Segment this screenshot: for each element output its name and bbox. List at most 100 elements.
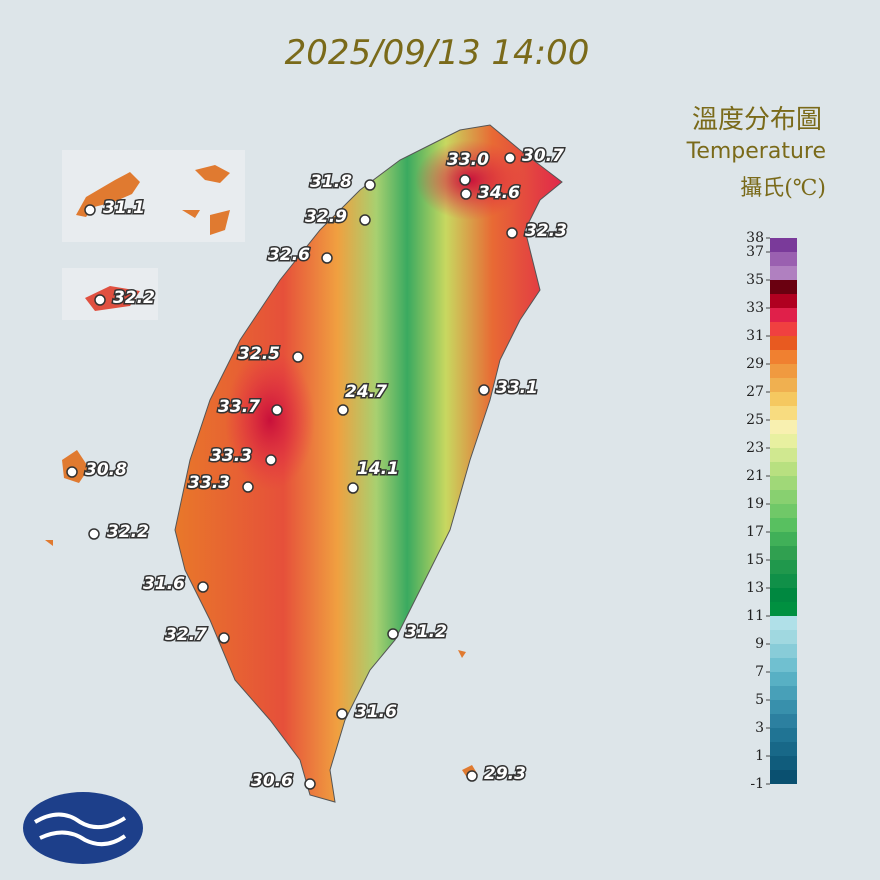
- legend-tick-label: 9: [755, 636, 764, 652]
- station-dot: [321, 252, 333, 264]
- station-temperature: 33.7: [218, 397, 260, 417]
- legend-swatch: [770, 560, 797, 574]
- station-dot: [197, 581, 209, 593]
- station-dot: [337, 404, 349, 416]
- legend-swatch: [770, 728, 797, 742]
- legend-swatch: [770, 588, 797, 602]
- station-temperature: 33.3: [188, 473, 230, 493]
- station-dot: [347, 482, 359, 494]
- legend-swatch: [770, 672, 797, 686]
- station-temperature: 30.7: [522, 146, 564, 166]
- station-temperature: 32.9: [305, 207, 347, 227]
- station-dot: [364, 179, 376, 191]
- logo-mark: [33, 812, 127, 847]
- station-temperature: 32.2: [107, 522, 149, 542]
- station-dot: [466, 770, 478, 782]
- map-title: 2025/09/13 14:00: [285, 33, 590, 73]
- legend-swatch: [770, 322, 797, 336]
- station-temperature: 32.5: [238, 344, 280, 364]
- station-dot: [265, 454, 277, 466]
- legend-swatch: [770, 392, 797, 406]
- legend-tick-label: -1: [750, 776, 764, 792]
- station-dot: [478, 384, 490, 396]
- station-dot: [336, 708, 348, 720]
- legend-tick-label: 31: [746, 328, 764, 344]
- legend-swatch: [770, 420, 797, 434]
- legend-tick-label: 27: [746, 384, 764, 400]
- station-temperature: 34.6: [478, 183, 520, 203]
- legend-swatch: [770, 742, 797, 756]
- legend-swatch: [770, 686, 797, 700]
- logo: [23, 792, 143, 864]
- legend-tick-label: 38: [746, 230, 764, 246]
- legend-swatch: [770, 532, 797, 546]
- legend-swatch: [770, 644, 797, 658]
- legend-tick-label: 3: [755, 720, 764, 736]
- station-temperature: 32.3: [525, 221, 567, 241]
- station-temperature: 33.0: [447, 150, 489, 170]
- station-dot: [504, 152, 516, 164]
- legend-unit: 攝氏(℃): [740, 176, 826, 201]
- legend-swatch: [770, 448, 797, 462]
- legend-tick-label: 37: [746, 244, 764, 260]
- legend-tick-label: 1: [755, 748, 764, 764]
- legend-swatch: [770, 238, 797, 252]
- station-dot: [460, 188, 472, 200]
- legend-swatch: [770, 504, 797, 518]
- legend-tick-label: 25: [746, 412, 764, 428]
- station-dot: [88, 528, 100, 540]
- legend-tick-label: 13: [746, 580, 764, 596]
- legend-tick-label: 33: [746, 300, 764, 316]
- legend-swatch: [770, 462, 797, 476]
- legend-swatch: [770, 630, 797, 644]
- station-temperature: 32.7: [165, 625, 207, 645]
- station-dot: [304, 778, 316, 790]
- legend-tick-label: 5: [755, 692, 764, 708]
- station-temperature: 33.1: [496, 378, 538, 398]
- station-temperature: 31.2: [405, 622, 447, 642]
- legend-swatch: [770, 714, 797, 728]
- station-dot: [66, 466, 78, 478]
- legend-swatch: [770, 546, 797, 560]
- legend-swatch: [770, 406, 797, 420]
- station-temperature: 31.6: [143, 574, 185, 594]
- station-dot: [292, 351, 304, 363]
- station-temperature: 32.2: [113, 288, 155, 308]
- taiwan-island: [174, 124, 563, 803]
- legend-tick-label: 23: [746, 440, 764, 456]
- station-dot: [242, 481, 254, 493]
- legend-title: 溫度分布圖: [692, 105, 822, 135]
- legend-tick-label: 21: [746, 468, 764, 484]
- legend-subtitle: Temperature: [686, 139, 826, 164]
- station-temperature: 30.6: [251, 771, 293, 791]
- legend-tick-label: 29: [746, 356, 764, 372]
- legend-swatch: [770, 266, 797, 280]
- legend-swatch: [770, 518, 797, 532]
- station-dot: [459, 174, 471, 186]
- station-temperature: 33.3: [210, 446, 252, 466]
- station-temperature: 31.1: [103, 198, 145, 218]
- station-dot: [506, 227, 518, 239]
- station-temperature: 31.6: [355, 702, 397, 722]
- legend-swatch: [770, 294, 797, 308]
- legend-swatch: [770, 308, 797, 322]
- legend-swatch: [770, 770, 797, 784]
- legend-swatch: [770, 756, 797, 770]
- station-temperature: 31.8: [310, 172, 352, 192]
- station-temperature: 14.1: [357, 459, 399, 479]
- legend-swatch: [770, 434, 797, 448]
- legend-swatch: [770, 336, 797, 350]
- legend-swatch: [770, 490, 797, 504]
- legend-tick-label: 15: [746, 552, 764, 568]
- station-dot: [84, 204, 96, 216]
- legend-swatch: [770, 658, 797, 672]
- station-temperature: 32.6: [268, 245, 310, 265]
- legend-swatch: [770, 378, 797, 392]
- legend-swatch: [770, 280, 797, 294]
- station-dot: [387, 628, 399, 640]
- station-dot: [218, 632, 230, 644]
- heat-area: [225, 350, 315, 490]
- legend-swatch: [770, 350, 797, 364]
- island: [45, 450, 89, 546]
- station-temperature: 29.3: [484, 764, 526, 784]
